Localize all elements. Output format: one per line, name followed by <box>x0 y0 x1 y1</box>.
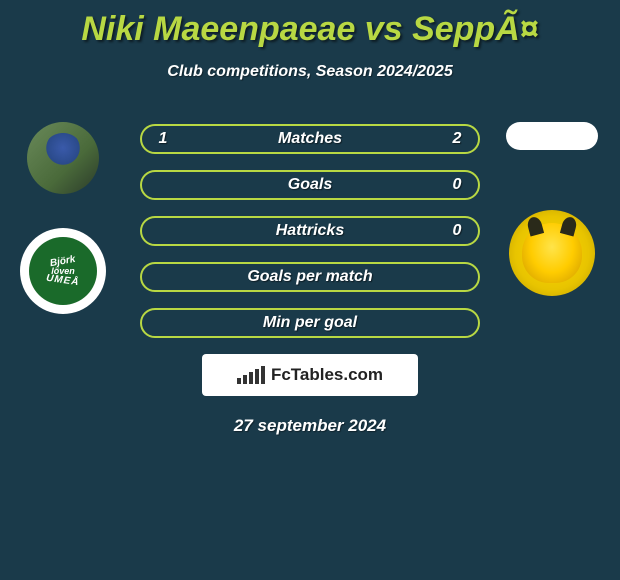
bjorkloven-logo-icon: BjörklövenUMEÅ <box>29 237 97 305</box>
player1-club-badge: BjörklövenUMEÅ <box>20 228 106 314</box>
stat-value-right: 2 <box>450 130 464 148</box>
stats-container: 1 Matches 2 Goals 0 Hattricks 0 Goals pe… <box>140 124 480 436</box>
stat-value-right: 0 <box>450 176 464 194</box>
ilves-logo-icon <box>522 223 582 283</box>
branding-box: FcTables.com <box>202 354 418 396</box>
player2-club-badge <box>509 210 595 296</box>
comparison-subtitle: Club competitions, Season 2024/2025 <box>0 63 620 81</box>
date-label: 27 september 2024 <box>140 416 480 436</box>
player-right-column <box>492 122 612 296</box>
player1-photo <box>27 122 99 194</box>
stat-row-matches: 1 Matches 2 <box>140 124 480 154</box>
stat-label: Goals <box>142 176 478 194</box>
comparison-title: Niki Maeenpaeae vs SeppÃ¤ <box>0 0 620 49</box>
stat-row-hattricks: Hattricks 0 <box>140 216 480 246</box>
player-left-column: BjörklövenUMEÅ <box>8 122 118 314</box>
stat-row-goals: Goals 0 <box>140 170 480 200</box>
branding-text: FcTables.com <box>271 365 383 385</box>
stat-row-min-per-goal: Min per goal <box>140 308 480 338</box>
stat-value-right: 0 <box>450 222 464 240</box>
stat-row-goals-per-match: Goals per match <box>140 262 480 292</box>
stat-label: Hattricks <box>142 222 478 240</box>
stat-label: Goals per match <box>142 268 478 286</box>
stat-label: Matches <box>142 130 478 148</box>
stat-value-left: 1 <box>156 130 170 148</box>
player2-photo-placeholder <box>506 122 598 150</box>
fctables-logo-icon <box>237 366 265 384</box>
stat-label: Min per goal <box>142 314 478 332</box>
